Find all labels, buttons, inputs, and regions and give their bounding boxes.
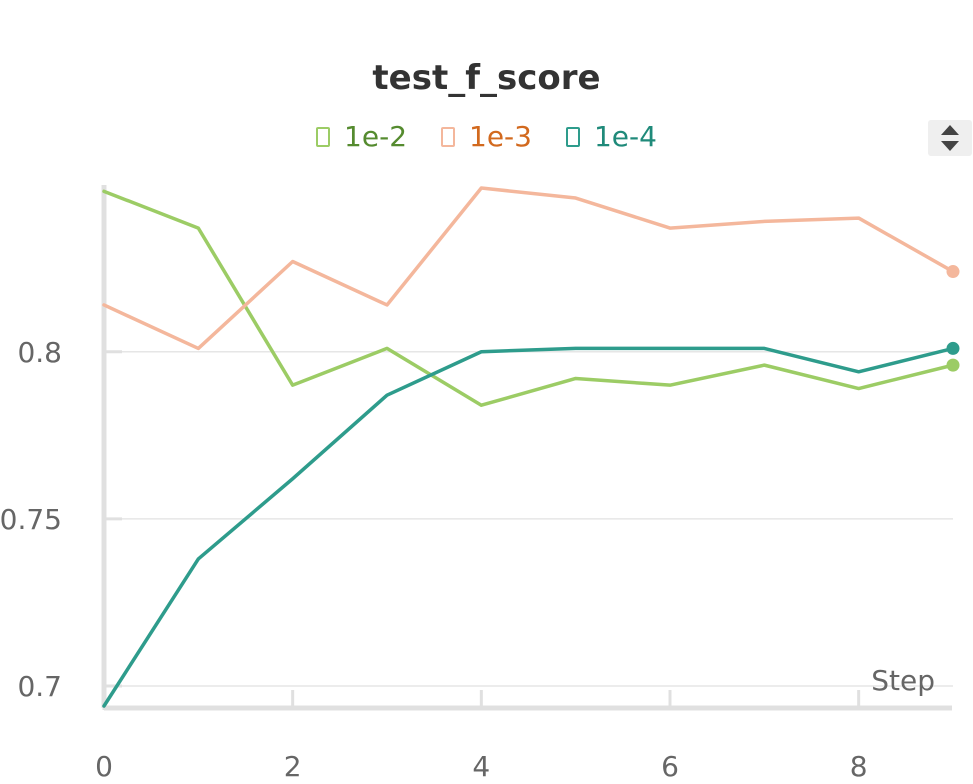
y-tick-label: 0.8 [17,336,62,369]
legend-label: 1e-2 [344,120,408,153]
legend-swatch-icon [316,126,331,147]
legend-sort-button[interactable] [928,120,972,156]
y-tick-label: 0.7 [17,670,62,703]
legend-item-1e-4[interactable]: 1e-4 [565,120,657,153]
x-tick-label: 4 [472,750,490,783]
x-tick-label: 2 [284,750,302,783]
series-endpoint-1e-4 [946,341,960,355]
sort-icon [941,125,959,151]
legend-item-1e-2[interactable]: 1e-2 [316,120,407,153]
series-endpoint-1e-3 [946,265,960,279]
x-tick-label: 8 [850,750,868,783]
x-tick-label: 0 [95,750,113,783]
x-axis-label: Step [871,664,935,697]
y-tick-label: 0.75 [0,503,62,536]
series-lines [102,186,960,708]
tick-labels: 0.7 0.75 0.8 0 2 4 6 8 [0,336,868,783]
series-line-1e-2 [102,189,955,407]
legend: 1e-2 1e-3 1e-4 [0,120,973,153]
series-line-1e-3 [102,186,955,351]
series-line-1e-4 [102,346,955,708]
legend-label: 1e-4 [593,120,657,153]
x-tick-label: 6 [661,750,679,783]
legend-item-1e-3[interactable]: 1e-3 [441,120,532,153]
legend-swatch-icon [565,126,580,147]
legend-label: 1e-3 [469,120,532,153]
series-endpoint-1e-2 [946,358,960,372]
chart-title: test_f_score [372,58,601,98]
axes [101,185,952,711]
legend-swatch-icon [441,126,456,147]
